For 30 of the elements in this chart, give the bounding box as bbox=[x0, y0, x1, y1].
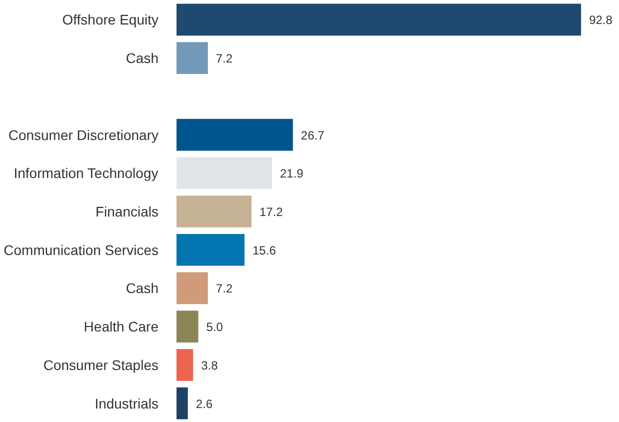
bar bbox=[176, 157, 272, 190]
y-tick-label: Financials bbox=[95, 204, 159, 220]
bar bbox=[176, 196, 252, 228]
bar bbox=[176, 349, 194, 381]
data-label: 17.2 bbox=[259, 205, 284, 219]
data-label: 92.8 bbox=[589, 13, 613, 28]
data-label: 2.6 bbox=[196, 396, 213, 411]
bar bbox=[176, 234, 245, 266]
data-label: 21.9 bbox=[280, 166, 304, 181]
y-tick-label: Industrials bbox=[94, 395, 159, 412]
y-tick-label: Consumer Staples bbox=[43, 356, 159, 373]
bar bbox=[176, 310, 198, 343]
y-tick-label: Communication Services bbox=[4, 242, 159, 258]
bar bbox=[176, 118, 293, 151]
y-tick-label: Health Care bbox=[84, 318, 159, 335]
bar bbox=[176, 387, 188, 420]
y-tick-label: Offshore Equity bbox=[62, 12, 159, 28]
y-tick-label: Consumer Discretionary bbox=[8, 126, 159, 143]
data-label: 15.6 bbox=[252, 243, 276, 258]
y-tick-label: Cash bbox=[126, 280, 159, 296]
data-label: 5.0 bbox=[206, 320, 224, 334]
bar bbox=[176, 4, 582, 36]
data-label: 26.7 bbox=[300, 128, 325, 142]
data-label: 7.2 bbox=[216, 282, 233, 296]
y-tick-label: Information Technology bbox=[14, 165, 158, 182]
data-label: 7.2 bbox=[216, 52, 233, 66]
data-label: 3.8 bbox=[201, 358, 218, 372]
y-tick-label: Cash bbox=[126, 50, 159, 66]
bar bbox=[176, 272, 208, 304]
bar bbox=[176, 42, 208, 74]
